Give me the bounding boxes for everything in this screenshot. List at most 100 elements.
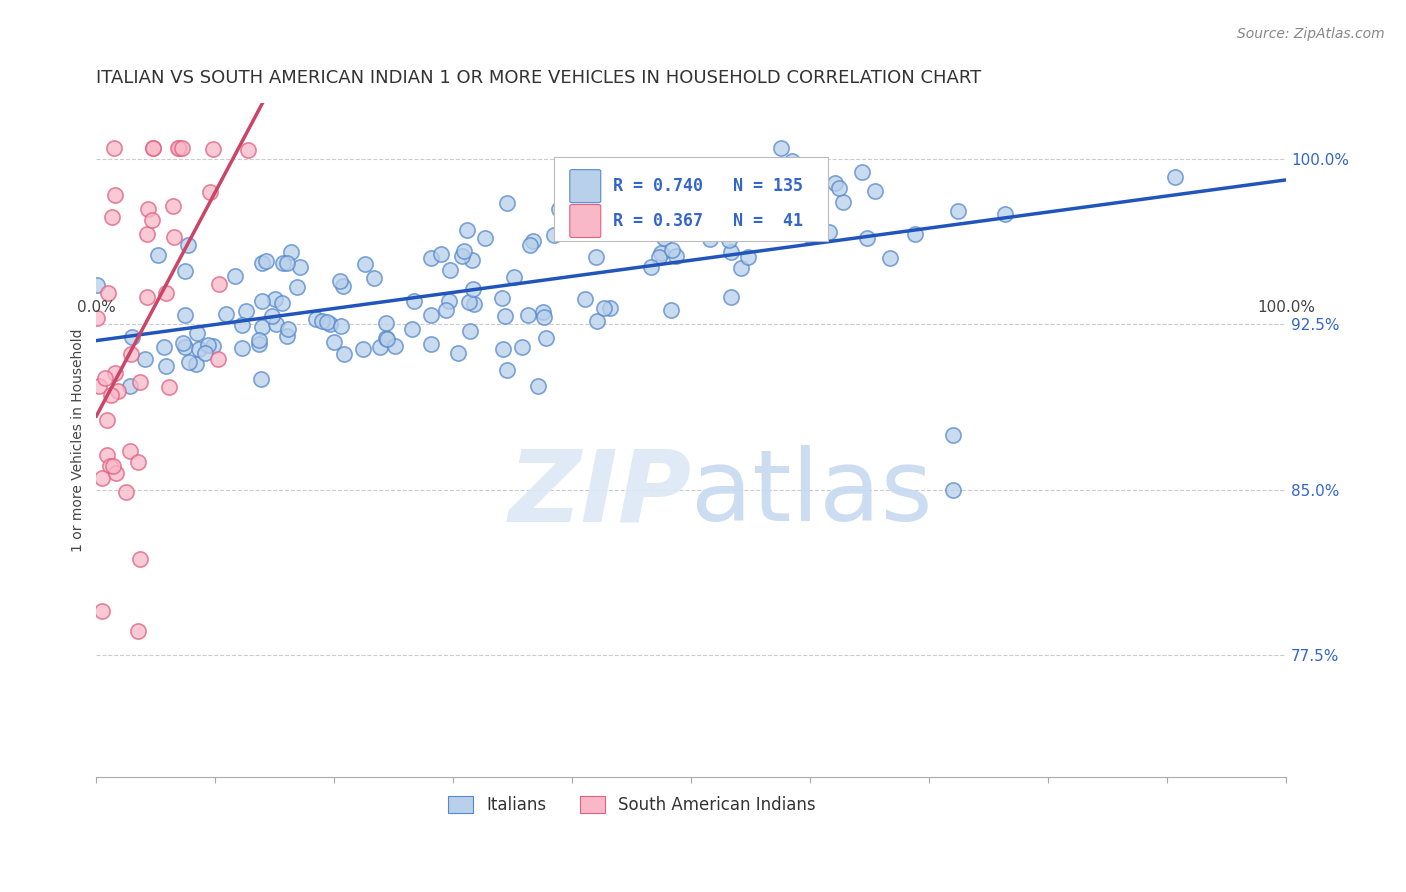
Point	[720, 244, 742, 259]
Point	[202, 142, 225, 156]
Point	[114, 485, 136, 500]
Point	[224, 269, 246, 284]
Point	[170, 140, 193, 154]
Point	[152, 340, 174, 354]
Point	[231, 341, 253, 355]
Point	[772, 187, 794, 202]
Point	[451, 249, 474, 263]
Point	[370, 340, 392, 354]
Point	[593, 301, 616, 315]
Point	[699, 232, 721, 246]
Point	[801, 216, 824, 230]
Point	[436, 303, 458, 318]
Point	[252, 294, 274, 309]
Point	[129, 552, 152, 566]
Point	[665, 249, 688, 263]
Point	[270, 296, 292, 310]
Point	[827, 180, 849, 194]
Point	[543, 227, 565, 242]
Text: atlas: atlas	[692, 445, 932, 542]
Point	[91, 604, 114, 618]
Point	[659, 302, 682, 317]
Point	[127, 455, 149, 469]
Point	[280, 245, 302, 260]
Point	[135, 227, 157, 242]
Point	[647, 250, 669, 264]
Point	[640, 260, 662, 275]
Point	[374, 331, 396, 345]
Point	[879, 251, 901, 265]
Point	[179, 355, 201, 369]
Point	[260, 309, 283, 323]
Point	[402, 293, 425, 308]
Text: R = 0.740   N = 135: R = 0.740 N = 135	[613, 178, 803, 195]
Point	[120, 347, 142, 361]
Point	[420, 337, 443, 351]
Point	[167, 140, 190, 154]
Point	[994, 207, 1017, 221]
Point	[146, 248, 169, 262]
Point	[491, 291, 513, 305]
Point	[491, 342, 513, 356]
Point	[728, 225, 751, 239]
Point	[496, 196, 519, 211]
FancyBboxPatch shape	[554, 157, 828, 242]
Point	[652, 231, 675, 245]
Point	[461, 253, 484, 268]
Point	[285, 280, 308, 294]
Text: 0.0%: 0.0%	[77, 300, 115, 315]
Point	[516, 308, 538, 322]
Point	[207, 277, 229, 291]
Point	[141, 212, 163, 227]
Point	[186, 357, 208, 371]
Point	[162, 199, 184, 213]
Point	[103, 140, 125, 154]
Point	[474, 230, 496, 244]
Point	[276, 329, 298, 343]
Point	[832, 194, 855, 209]
Point	[101, 210, 124, 224]
Point	[235, 303, 257, 318]
Point	[942, 483, 965, 497]
Point	[186, 326, 208, 340]
Point	[97, 285, 120, 300]
Point	[128, 375, 150, 389]
Point	[96, 413, 118, 427]
Point	[824, 177, 846, 191]
Point	[650, 246, 672, 260]
Point	[439, 262, 461, 277]
Text: ITALIAN VS SOUTH AMERICAN INDIAN 1 OR MORE VEHICLES IN HOUSEHOLD CORRELATION CHA: ITALIAN VS SOUTH AMERICAN INDIAN 1 OR MO…	[97, 69, 981, 87]
Point	[207, 351, 229, 366]
Point	[136, 202, 159, 216]
Point	[352, 343, 374, 357]
Point	[384, 339, 406, 353]
Point	[254, 254, 277, 268]
Point	[264, 292, 287, 306]
Point	[851, 165, 873, 179]
Point	[783, 210, 806, 224]
Point	[856, 231, 879, 245]
Point	[94, 371, 117, 385]
Point	[332, 347, 354, 361]
Point	[534, 331, 557, 345]
Point	[247, 333, 270, 347]
Point	[104, 366, 127, 380]
Point	[188, 343, 211, 357]
Point	[456, 223, 478, 237]
Point	[134, 351, 156, 366]
Point	[661, 243, 683, 257]
Point	[330, 318, 353, 333]
Point	[215, 307, 238, 321]
Point	[420, 308, 443, 322]
Point	[522, 234, 544, 248]
Y-axis label: 1 or more Vehicles in Household: 1 or more Vehicles in Household	[72, 328, 86, 552]
Point	[329, 273, 352, 287]
Point	[527, 378, 550, 392]
Point	[717, 233, 740, 247]
Point	[157, 380, 180, 394]
Point	[419, 252, 441, 266]
Point	[457, 295, 479, 310]
Point	[104, 466, 127, 480]
Point	[135, 289, 157, 303]
Point	[174, 308, 197, 322]
